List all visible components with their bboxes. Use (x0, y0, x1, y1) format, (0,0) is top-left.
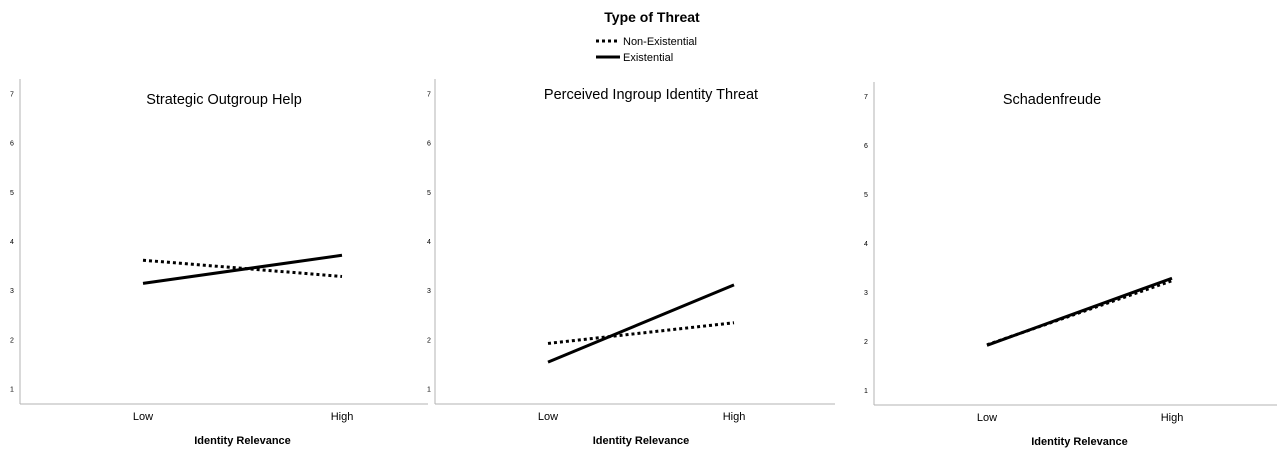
panel-title: Schadenfreude (1003, 92, 1101, 108)
y-tick-label: 6 (864, 143, 868, 150)
y-tick-label: 3 (427, 288, 431, 295)
chart-panel-1: 1 2 3 4 5 6 7 Low High Identity Relevance Strategi… (10, 79, 428, 447)
series-line-existential (547, 283, 735, 364)
y-tick-label: 5 (427, 190, 431, 197)
legend: Type of Threat Non-Existential Existenti… (596, 9, 700, 64)
x-axis-title: Identity Relevance (1031, 436, 1128, 448)
x-tick-label-low: Low (133, 411, 153, 423)
x-tick-label-low: Low (538, 411, 558, 423)
y-tick-label: 2 (10, 337, 14, 344)
y-tick-label: 4 (864, 241, 868, 248)
y-tick-label: 1 (864, 388, 868, 395)
y-tick-label: 5 (10, 190, 14, 197)
y-tick-label: 7 (864, 94, 868, 101)
x-tick-label-low: Low (977, 412, 997, 424)
y-tick-label: 1 (427, 387, 431, 394)
chart-panels: 1 2 3 4 5 6 7 Low High Identity Relevance Strategi… (10, 79, 1277, 448)
series-line-existential (142, 253, 343, 285)
y-tick-label: 1 (10, 387, 14, 394)
y-tick-label: 4 (427, 239, 431, 246)
y-tick-label: 6 (10, 141, 14, 148)
panel-title: Perceived Ingroup Identity Threat (544, 87, 758, 103)
x-axis-title: Identity Relevance (194, 435, 291, 447)
y-tick-label: 7 (427, 91, 431, 98)
legend-label-existential: Existential (623, 52, 673, 64)
chart-panel-2: 1 2 3 4 5 6 7 Low High Identity Relevance Perceive… (427, 79, 835, 447)
legend-title: Type of Threat (604, 9, 700, 25)
panel-title: Strategic Outgroup Help (146, 92, 302, 108)
y-tick-label: 3 (864, 290, 868, 297)
x-tick-label-high: High (331, 411, 354, 423)
y-tick-label: 6 (427, 141, 431, 148)
y-tick-label: 7 (10, 91, 14, 98)
y-tick-label: 2 (427, 337, 431, 344)
y-tick-label: 4 (10, 239, 14, 246)
series-line-existential (986, 276, 1173, 347)
y-tick-label: 5 (864, 192, 868, 199)
y-tick-label: 2 (864, 339, 868, 346)
x-tick-label-high: High (723, 411, 746, 423)
x-axis-title: Identity Relevance (593, 435, 690, 447)
y-tick-label: 3 (10, 288, 14, 295)
legend-label-non-existential: Non-Existential (623, 36, 697, 48)
series-line-non-existential (547, 321, 735, 345)
x-tick-label-high: High (1161, 412, 1184, 424)
chart-panel-3: 1 2 3 4 5 6 7 Low High Identity Relevance Schadenf… (864, 82, 1277, 448)
